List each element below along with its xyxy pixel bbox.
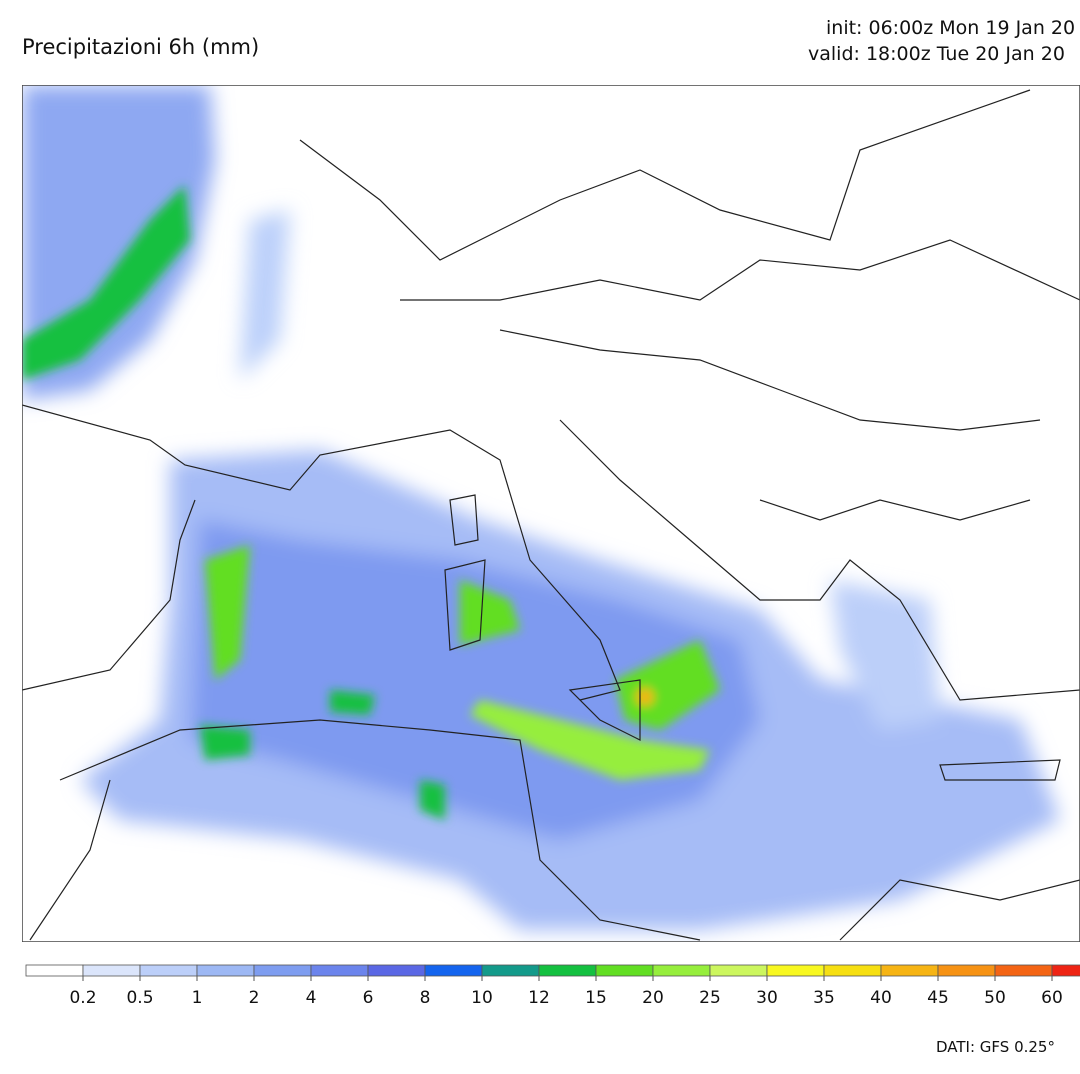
legend-label: 1 <box>192 988 203 1008</box>
legend-label: 0.2 <box>69 988 96 1008</box>
legend-swatch <box>1051 964 1080 977</box>
coastlines <box>22 89 1080 941</box>
legend-label: 6 <box>363 988 374 1008</box>
legend-swatch <box>709 964 768 977</box>
legend-swatch <box>595 964 654 977</box>
legend-swatch <box>25 964 84 977</box>
map <box>22 85 1080 942</box>
legend-swatch <box>310 964 369 977</box>
legend-label: 0.5 <box>126 988 153 1008</box>
legend-swatch <box>766 964 825 977</box>
map-title: Precipitazioni 6h (mm) <box>22 35 259 59</box>
legend-label: 45 <box>927 988 949 1008</box>
legend-label: 2 <box>249 988 260 1008</box>
legend-swatch <box>994 964 1053 977</box>
legend-swatch <box>367 964 426 977</box>
data-source: DATI: GFS 0.25° <box>936 1038 1055 1056</box>
legend-label: 8 <box>420 988 431 1008</box>
legend-swatch <box>823 964 882 977</box>
legend-swatch <box>424 964 483 977</box>
legend-label: 50 <box>984 988 1006 1008</box>
legend-swatch <box>937 964 996 977</box>
legend-label: 20 <box>642 988 664 1008</box>
legend-swatch <box>253 964 312 977</box>
legend-label: 10 <box>471 988 493 1008</box>
legend-swatch <box>880 964 939 977</box>
legend-label: 12 <box>528 988 550 1008</box>
color-legend: 0.2 0.5 1 2 4 6 8 10 12 15 20 25 30 35 40 45 50 60 <box>25 964 1080 1008</box>
legend-label: 30 <box>756 988 778 1008</box>
legend-label: 15 <box>585 988 607 1008</box>
legend-label: 35 <box>813 988 835 1008</box>
legend-label: 25 <box>699 988 721 1008</box>
legend-swatch <box>139 964 198 977</box>
legend-swatch <box>652 964 711 977</box>
init-time: init: 06:00z Mon 19 Jan 20 <box>826 17 1075 39</box>
legend-label: 40 <box>870 988 892 1008</box>
legend-swatch <box>538 964 597 977</box>
precip-core <box>22 185 720 820</box>
legend-swatch <box>196 964 255 977</box>
valid-time: valid: 18:00z Tue 20 Jan 20 <box>808 43 1065 65</box>
legend-label: 4 <box>306 988 317 1008</box>
legend-label: 60 <box>1041 988 1063 1008</box>
legend-swatch <box>82 964 141 977</box>
legend-swatch <box>481 964 540 977</box>
